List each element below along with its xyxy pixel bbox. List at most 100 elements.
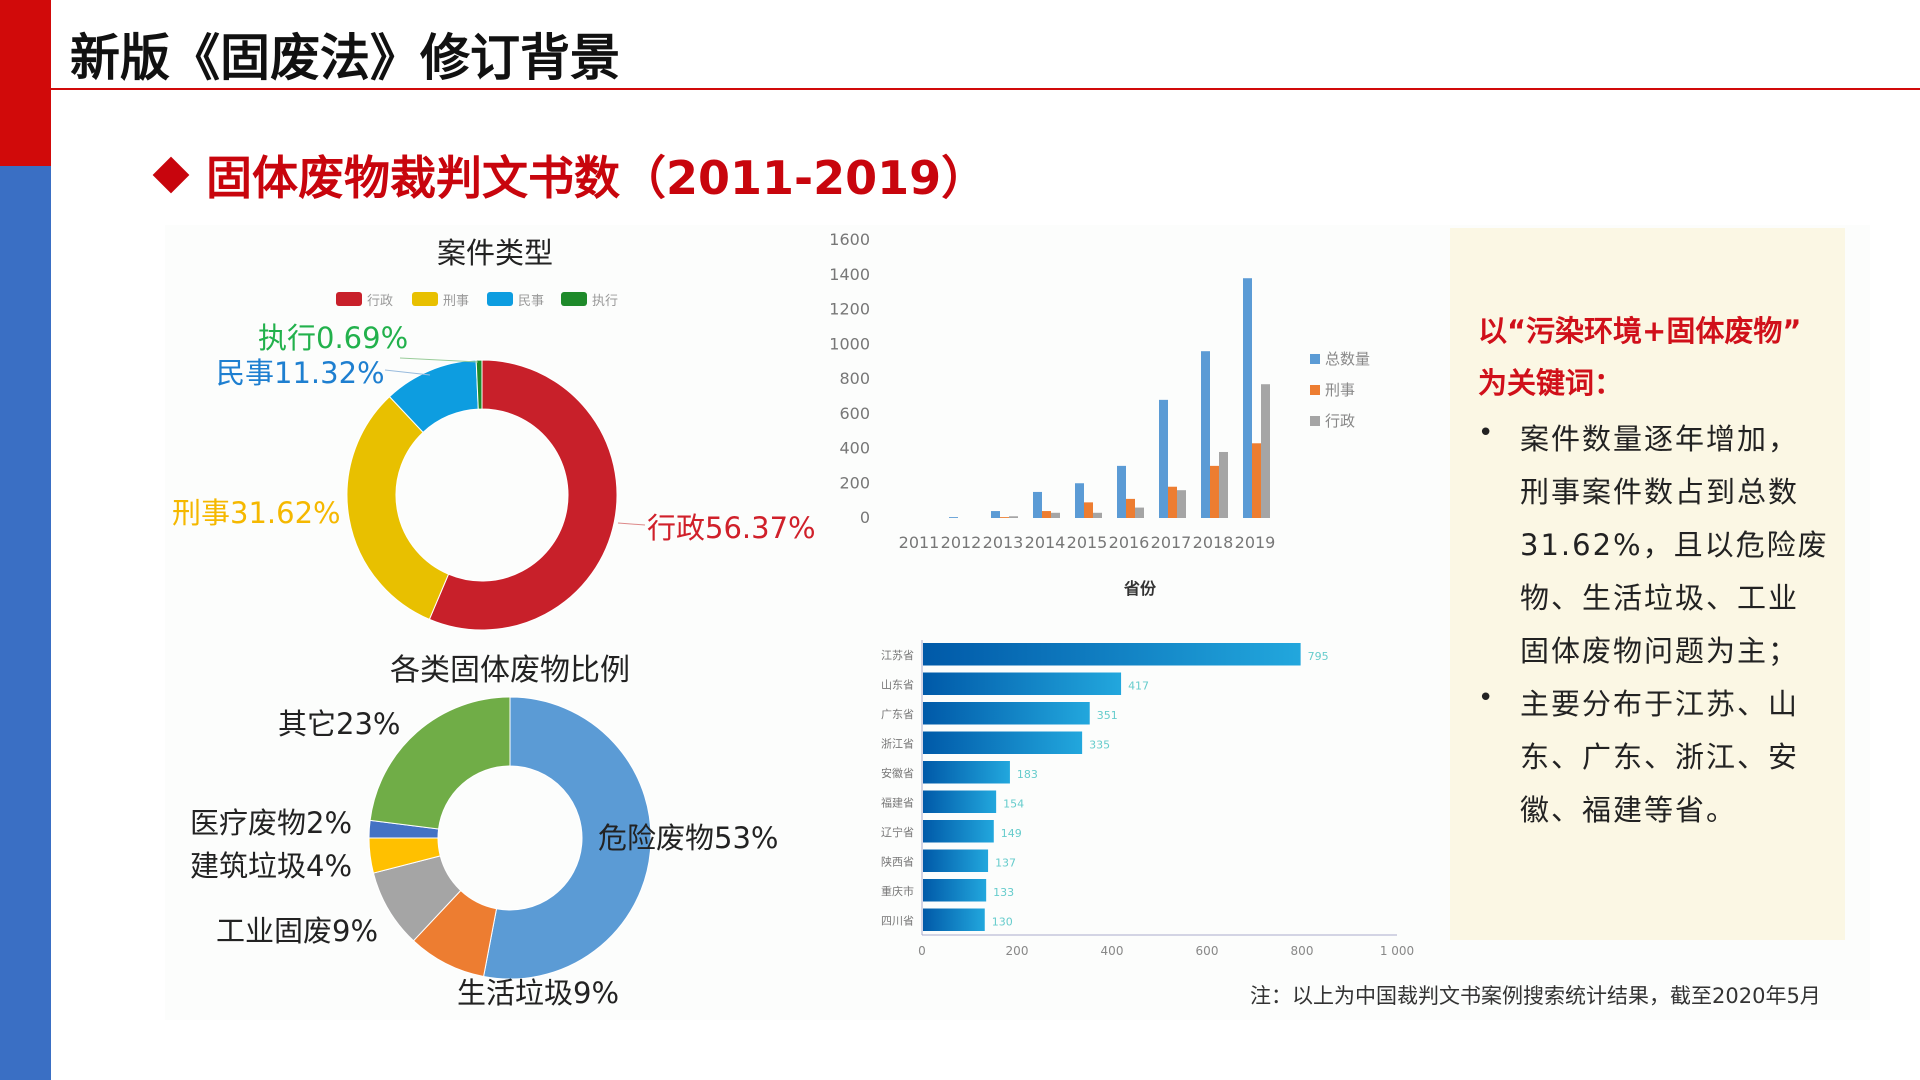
column-bar-刑事-2018: [1210, 465, 1219, 518]
waste-label-其它: 其它23%: [278, 707, 401, 741]
column-legend-label: 行政: [1325, 412, 1355, 430]
notes-bullet-line: 徽、福建等省。: [1520, 793, 1738, 827]
province-bar-陕西省: [923, 849, 989, 872]
y-tick-label: 400: [839, 439, 870, 458]
page-title: 新版《固废法》修订背景: [70, 29, 620, 87]
province-value-label: 417: [1128, 679, 1149, 692]
province-chart-title: 省份: [1123, 579, 1157, 598]
province-label: 江苏省: [881, 649, 914, 662]
column-bar-刑事-2017: [1168, 486, 1177, 518]
column-bar-总数量-2012: [949, 517, 958, 518]
column-bar-刑事-2013: [1000, 517, 1009, 518]
case-type-chart-title: 案件类型: [436, 236, 554, 270]
waste-label-医疗废物: 医疗废物2%: [190, 806, 353, 840]
legend-swatch-总数量: [1310, 354, 1320, 364]
province-x-tick: 1 000: [1380, 944, 1414, 958]
legend-swatch-行政: [336, 292, 362, 306]
column-bar-行政-2014: [1051, 512, 1060, 518]
footnote: 注：以上为中国裁判文书案例搜索统计结果，截至2020年5月: [1250, 984, 1821, 1008]
column-bar-总数量-2019: [1243, 278, 1252, 518]
x-tick-label: 2013: [983, 533, 1024, 552]
y-tick-label: 1400: [829, 265, 870, 284]
notes-bullet-line: 31.62%，且以危险废: [1520, 528, 1829, 562]
province-bar-福建省: [923, 790, 997, 813]
notes-bullet-line: 固体废物问题为主；: [1520, 634, 1800, 668]
legend-swatch-行政: [1310, 416, 1320, 426]
legend-label-民事: 民事: [518, 294, 544, 309]
legend-label-行政: 行政: [367, 294, 393, 309]
sidebar-accent-blue: [0, 0, 51, 1080]
notes-bullet-line: 刑事案件数占到总数: [1520, 475, 1800, 509]
x-tick-label: 2016: [1109, 533, 1150, 552]
province-bar-江苏省: [923, 643, 1301, 666]
bullet-icon: •: [1478, 418, 1494, 448]
column-bar-总数量-2013: [991, 511, 1000, 518]
province-label: 福建省: [881, 795, 914, 809]
legend-swatch-刑事: [1310, 385, 1320, 395]
province-bar-辽宁省: [923, 820, 994, 843]
column-bar-总数量-2014: [1033, 491, 1042, 518]
waste-label-危险废物: 危险废物53%: [598, 821, 779, 855]
legend-label-刑事: 刑事: [443, 294, 469, 309]
x-tick-label: 2017: [1151, 533, 1192, 552]
case-type-slice-行政: [428, 359, 618, 631]
x-tick-label: 2015: [1067, 533, 1108, 552]
waste-slice-危险废物: [482, 696, 652, 980]
notes-box: [1450, 228, 1845, 940]
province-value-label: 351: [1097, 709, 1118, 722]
province-bar-山东省: [923, 672, 1122, 695]
province-value-label: 130: [992, 915, 1013, 928]
column-bar-刑事-2014: [1042, 511, 1051, 518]
province-value-label: 183: [1017, 768, 1038, 781]
province-bar-浙江省: [923, 731, 1083, 754]
legend-swatch-执行: [561, 292, 587, 306]
province-bar-四川省: [923, 908, 985, 931]
case-type-slice-执行: [475, 359, 483, 410]
column-bar-行政-2016: [1135, 507, 1144, 518]
column-bar-刑事-2016: [1126, 498, 1135, 518]
province-label: 重庆市: [881, 884, 914, 898]
y-tick-label: 600: [839, 404, 870, 423]
column-bar-刑事-2019: [1252, 443, 1261, 518]
province-value-label: 133: [993, 886, 1014, 899]
column-bar-行政-2015: [1093, 512, 1102, 518]
column-legend-label: 总数量: [1325, 350, 1370, 368]
waste-label-建筑垃圾: 建筑垃圾4%: [190, 849, 353, 883]
notes-bullet-line: 东、广东、浙江、安: [1520, 740, 1800, 774]
title-divider: [51, 88, 1920, 90]
y-tick-label: 0: [860, 508, 870, 527]
province-label: 浙江省: [881, 737, 914, 750]
column-bar-行政-2019: [1261, 384, 1270, 518]
province-label: 陕西省: [881, 854, 914, 868]
legend-label-执行: 执行: [592, 294, 618, 309]
province-x-tick: 800: [1291, 944, 1314, 958]
province-value-label: 335: [1089, 738, 1110, 751]
column-bar-行政-2013: [1009, 516, 1018, 518]
label-execution: 执行0.69%: [258, 321, 409, 355]
notes-heading-line: 以“污染环境+固体废物”: [1478, 314, 1802, 348]
province-label: 广东省: [881, 708, 914, 721]
legend-swatch-刑事: [412, 292, 438, 306]
bullet-icon: •: [1478, 683, 1494, 713]
notes-bullet-line: 案件数量逐年增加，: [1520, 422, 1800, 456]
column-bar-总数量-2016: [1117, 465, 1126, 518]
province-value-label: 154: [1003, 797, 1024, 810]
province-x-tick: 400: [1101, 944, 1124, 958]
leader-line-civil: [384, 369, 431, 376]
x-tick-label: 2011: [899, 533, 940, 552]
province-label: 山东省: [881, 678, 914, 691]
y-tick-label: 1000: [829, 334, 870, 353]
province-value-label: 149: [1001, 827, 1022, 840]
province-label: 四川省: [881, 914, 914, 927]
label-administrative: 行政56.37%: [647, 511, 816, 545]
x-tick-label: 2018: [1193, 533, 1234, 552]
province-label: 辽宁省: [881, 825, 914, 839]
notes-bullet-line: 主要分布于江苏、山: [1520, 687, 1800, 721]
sidebar-accent-red: [0, 0, 51, 166]
province-x-tick: 600: [1196, 944, 1219, 958]
column-bar-行政-2018: [1219, 451, 1228, 518]
province-value-label: 795: [1308, 650, 1329, 663]
y-tick-label: 1200: [829, 300, 870, 319]
x-tick-label: 2014: [1025, 533, 1066, 552]
